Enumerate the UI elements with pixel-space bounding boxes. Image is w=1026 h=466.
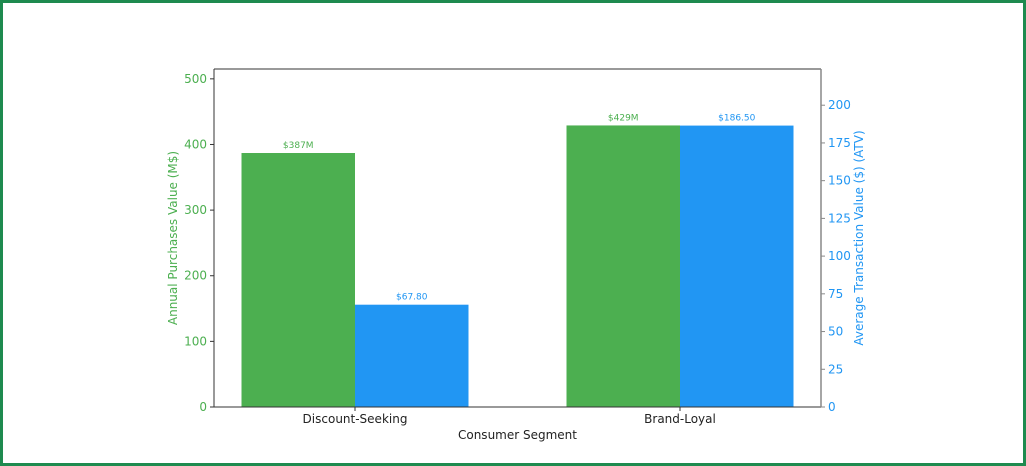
y-right-tick-label: 75 [828,287,843,301]
y-left-tick-label: 500 [184,72,207,86]
y-left-tick-label: 300 [184,203,207,217]
bar-value-label: $387M [283,141,314,151]
x-tick-label: Brand-Loyal [644,412,716,426]
y-right-tick-label: 100 [828,249,851,263]
bar-atv-discount-seeking [355,304,469,407]
y-left-axis-label: Annual Purchases Value (M$) [166,151,180,325]
y-right-axis-label: Average Transaction Value ($) (ATV) [852,130,866,345]
bar-annual-purchases-brand-loyal [566,125,680,407]
y-right-tick-label: 150 [828,174,851,188]
x-axis-label: Consumer Segment [458,428,577,442]
bar-atv-brand-loyal [680,125,794,407]
y-right-tick-label: 50 [828,325,843,339]
bar-annual-purchases-discount-seeking [241,153,355,407]
y-right-tick-label: 0 [828,400,836,414]
y-right-tick-label: 25 [828,362,843,376]
bar-value-label: $67.80 [396,293,428,303]
y-left-tick-label: 200 [184,269,207,283]
y-left-tick-label: 0 [199,400,207,414]
x-tick-label: Discount-Seeking [303,412,408,426]
y-left-tick-label: 100 [184,334,207,348]
y-right-tick-label: 175 [828,136,851,150]
y-right-tick-label: 200 [828,98,851,112]
y-right-tick-label: 125 [828,211,851,225]
y-left-tick-label: 400 [184,137,207,151]
bar-value-label: $429M [608,113,639,123]
bar-value-label: $186.50 [718,114,755,124]
plot-area: $387M $67.80 Discount-Seeking $429M $186.50 B… [166,68,866,442]
